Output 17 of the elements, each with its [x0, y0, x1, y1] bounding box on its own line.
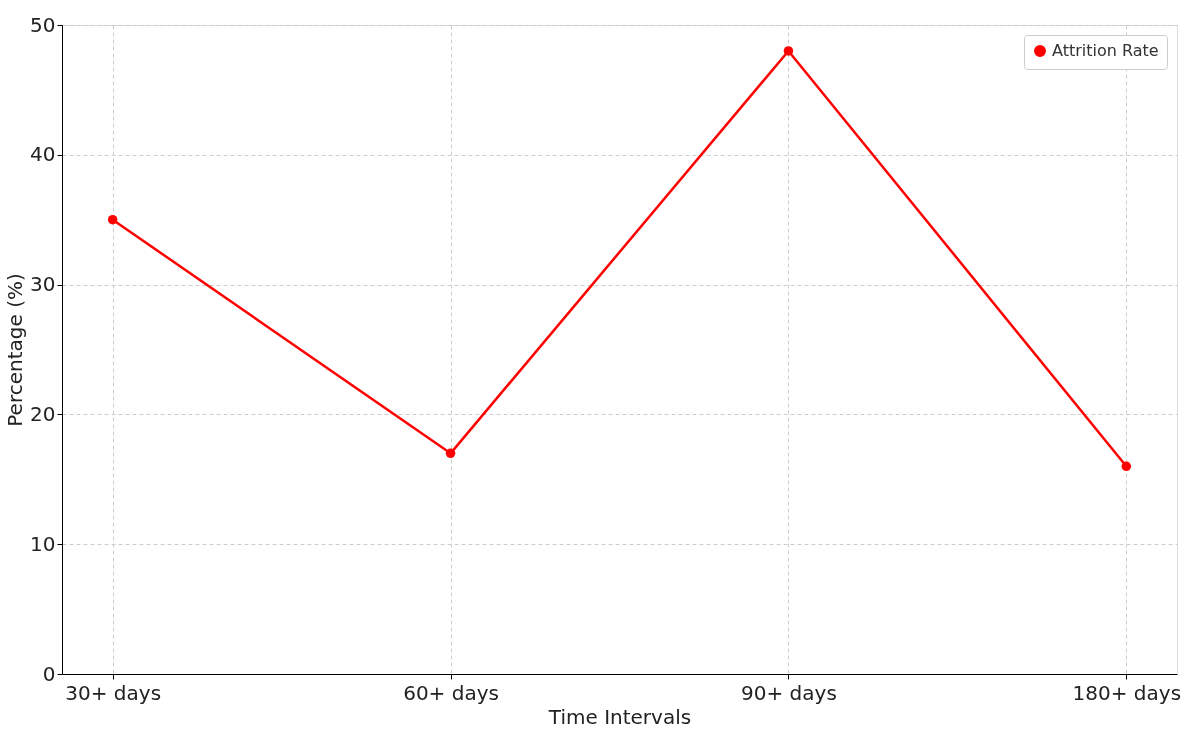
point: [445, 448, 456, 459]
point: [1121, 461, 1132, 472]
y-tick-label: 20: [30, 401, 56, 426]
y-tick-label: 0: [42, 661, 56, 686]
legend-label: Attrition Rate: [1052, 41, 1159, 60]
y-tick-label: 40: [30, 142, 56, 167]
point: [783, 46, 794, 56]
x-tick-label: 60+ days: [403, 680, 499, 705]
x-tick-label: 90+ days: [741, 680, 837, 705]
x-axis-title: Time Intervals: [547, 704, 692, 729]
point: [107, 214, 118, 225]
y-tick-label: 50: [30, 12, 56, 37]
x-tick-label: 30+ days: [65, 680, 162, 705]
y-tick-label: 10: [30, 531, 56, 556]
y-axis-title: Percentage (%): [3, 273, 28, 427]
x-tick-label: 180+ days: [1072, 680, 1182, 705]
y-tick-label: 30: [30, 272, 56, 297]
